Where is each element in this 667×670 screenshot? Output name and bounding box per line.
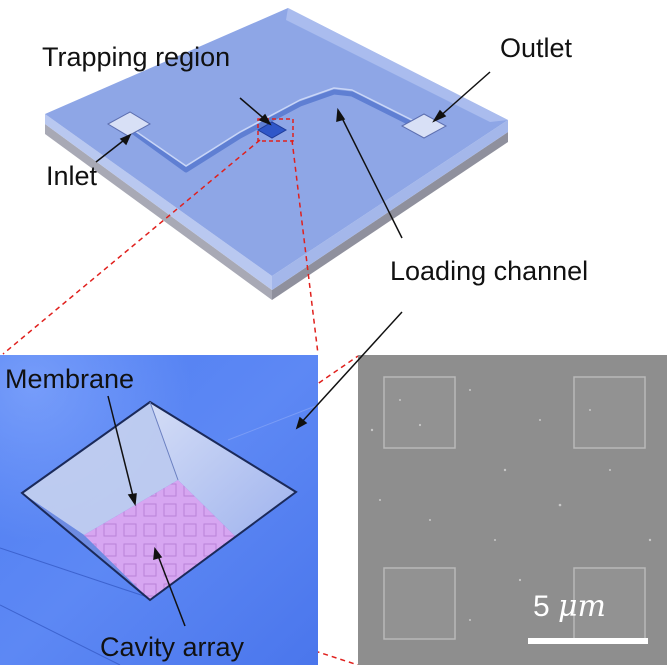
label-cavity-array: Cavity array [100, 632, 245, 662]
arrow-cavity [156, 552, 186, 627]
closeup-panel [0, 355, 319, 666]
sem-cavity [573, 376, 646, 449]
scale-bar-value: 5 [533, 590, 550, 623]
label-inlet: Inlet [46, 161, 98, 191]
sem-cavity [383, 567, 456, 640]
label-trapping-region: Trapping region [42, 42, 231, 72]
chip-top-face [45, 8, 508, 276]
chip-inlet-well [106, 111, 152, 137]
chip-pdms-side-right [272, 120, 508, 290]
chip-channel [126, 89, 422, 173]
well-wall-back-left [22, 402, 178, 535]
chip-substrate-front-right [272, 132, 508, 300]
trap-zoom-box [257, 118, 294, 142]
label-membrane: Membrane [5, 364, 135, 394]
chip-trap-well [256, 121, 288, 139]
pointer-arrows [95, 71, 491, 627]
sem-particles [370, 389, 652, 621]
label-loading-channel: Loading channel [390, 256, 589, 286]
arrow-loading-closeup [299, 311, 403, 425]
well-wall-back-right [150, 402, 296, 536]
sem-cavity [573, 567, 646, 640]
sem-panel [358, 355, 667, 665]
arrow-membrane [107, 395, 135, 501]
scale-bar-label: 5 μm [533, 592, 606, 622]
sem-cavity [383, 376, 456, 449]
zoom-line-left [2, 139, 261, 355]
chip-channel-highlight [127, 87, 421, 167]
well-rim [20, 400, 298, 602]
arrow-outlet [437, 71, 491, 119]
label-outlet: Outlet [500, 33, 573, 63]
chip-substrate-front-left [45, 124, 272, 300]
arrow-loading-channel [339, 113, 403, 239]
chip-top-highlight [286, 8, 508, 122]
scale-bar-unit: μm [558, 589, 606, 624]
scale-bar [528, 638, 648, 644]
